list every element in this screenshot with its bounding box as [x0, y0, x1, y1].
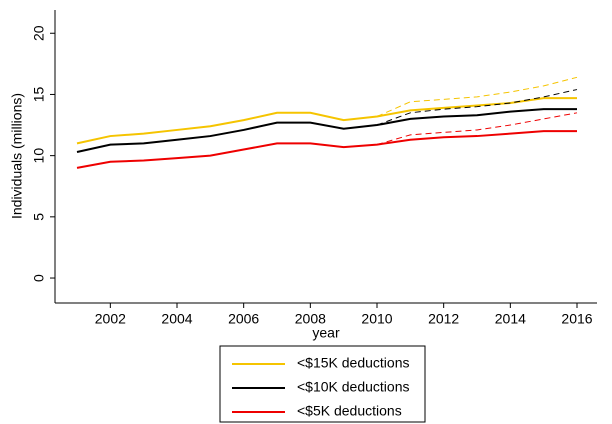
- y-tick-label: 10: [31, 148, 47, 164]
- projection-line: [376, 89, 578, 126]
- x-axis-title: year: [312, 325, 340, 341]
- y-tick-label: 5: [31, 213, 47, 221]
- legend-label: <$10K deductions: [297, 379, 409, 395]
- x-tick-label: 2010: [361, 311, 392, 327]
- x-tick-label: 2002: [95, 311, 126, 327]
- series-line: [76, 108, 577, 153]
- series-line: [76, 130, 577, 169]
- projection-line: [376, 112, 578, 146]
- y-axis-title: Individuals (millions): [9, 93, 25, 219]
- series-line: [76, 97, 577, 145]
- x-tick-label: 2008: [295, 311, 326, 327]
- projection-line: [376, 76, 578, 117]
- x-tick-label: 2004: [161, 311, 192, 327]
- legend-box: [219, 345, 426, 423]
- y-tick-label: 15: [31, 86, 47, 102]
- y-tick-label: 20: [31, 25, 47, 41]
- y-tick-label: 0: [31, 274, 47, 282]
- x-tick-label: 2006: [228, 311, 259, 327]
- x-tick-label: 2016: [561, 311, 592, 327]
- legend-label: <$5K deductions: [297, 403, 402, 419]
- legend-label: <$15K deductions: [297, 355, 409, 371]
- x-tick-label: 2014: [495, 311, 526, 327]
- x-tick-label: 2012: [428, 311, 459, 327]
